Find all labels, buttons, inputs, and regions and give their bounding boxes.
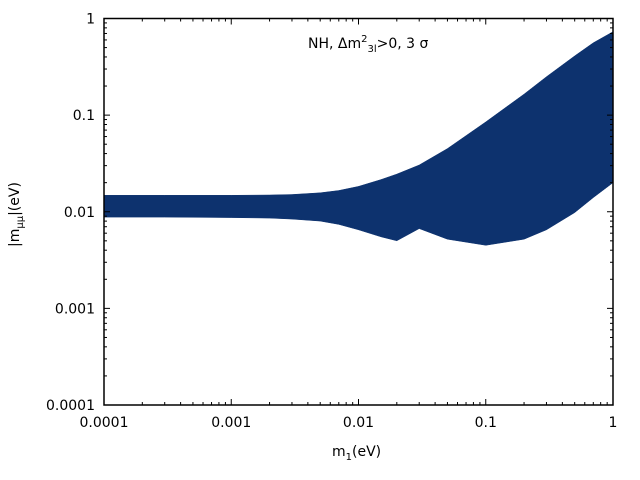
y-tick-label: 0.01 [64,205,95,221]
y-axis-title: |mμμ|(eV) [7,182,26,247]
annotation-label: NH, Δm23l>0, 3 σ [308,34,429,55]
x-axis-title: m1(eV) [332,444,381,463]
mass-band-region [103,31,614,246]
x-tick-label: 0.01 [343,415,374,431]
x-tick-label: 0.0001 [80,415,129,431]
tick-labels: 0.0001 0.001 0.01 0.1 1 0.0001 0.001 0.01 0.1 1 [46,12,617,432]
x-tick-label: 0.1 [475,415,497,431]
plot-frame [103,17,614,406]
y-tick-label: 1 [86,12,95,28]
y-tick-label: 0.1 [73,108,95,124]
x-tick-label: 1 [609,415,618,431]
plot-area [103,31,614,246]
x-tick-label: 0.001 [211,415,251,431]
y-tick-label: 0.0001 [46,398,95,414]
y-tick-label: 0.001 [55,301,95,317]
